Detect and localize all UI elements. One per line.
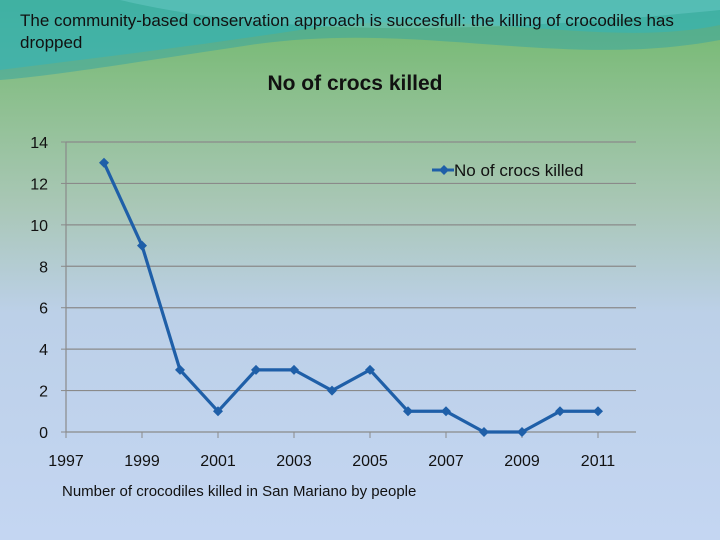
data-point-1998 [99,157,109,168]
decorative-wave [0,0,720,80]
y-tick-label-4: 4 [39,342,48,359]
y-tick-label-6: 6 [39,301,48,318]
legend-marker [439,165,449,175]
legend-label: No of crocs killed [454,161,583,180]
chart-caption: Number of crocodiles killed in San Maria… [62,483,417,500]
y-tick-label-12: 12 [30,176,48,193]
x-tick-label-2003: 2003 [276,453,312,470]
x-tick-label-1999: 1999 [124,453,160,470]
x-tick-label-2009: 2009 [504,453,540,470]
x-tick-label-2011: 2011 [581,453,616,470]
data-point-2006 [403,406,413,417]
y-tick-label-2: 2 [39,384,48,401]
series-line-0 [102,162,598,434]
x-tick-label-1997: 1997 [48,453,84,470]
y-tick-label-14: 14 [30,135,48,152]
x-tick-label-2005: 2005 [352,453,388,470]
data-point-2010 [555,406,565,417]
x-tick-label-2001: 2001 [200,453,236,470]
data-point-2000 [175,364,185,375]
data-point-2003 [289,364,299,375]
data-point-2004 [327,385,337,396]
chart-title: No of crocs killed [267,72,443,95]
series [99,157,603,437]
legend: No of crocs killed [432,161,583,180]
data-point-2005 [365,364,375,375]
data-point-2002 [251,364,261,375]
y-tick-label-0: 0 [39,425,48,442]
slide-title: The community-based conservation approac… [20,11,674,52]
data-point-2007 [441,406,451,417]
data-point-1999 [137,240,147,251]
x-tick-label-2007: 2007 [428,453,464,470]
data-point-2001 [213,406,223,417]
data-point-2011 [593,406,603,417]
y-tick-label-10: 10 [30,218,48,235]
y-tick-label-8: 8 [39,259,48,276]
axes: 0 2 4 6 8 10 12 14 1997 1999 2001 2003 2005 2007 2009 2… [30,135,636,470]
data-point-2009 [517,427,527,437]
data-point-2008 [479,427,489,437]
